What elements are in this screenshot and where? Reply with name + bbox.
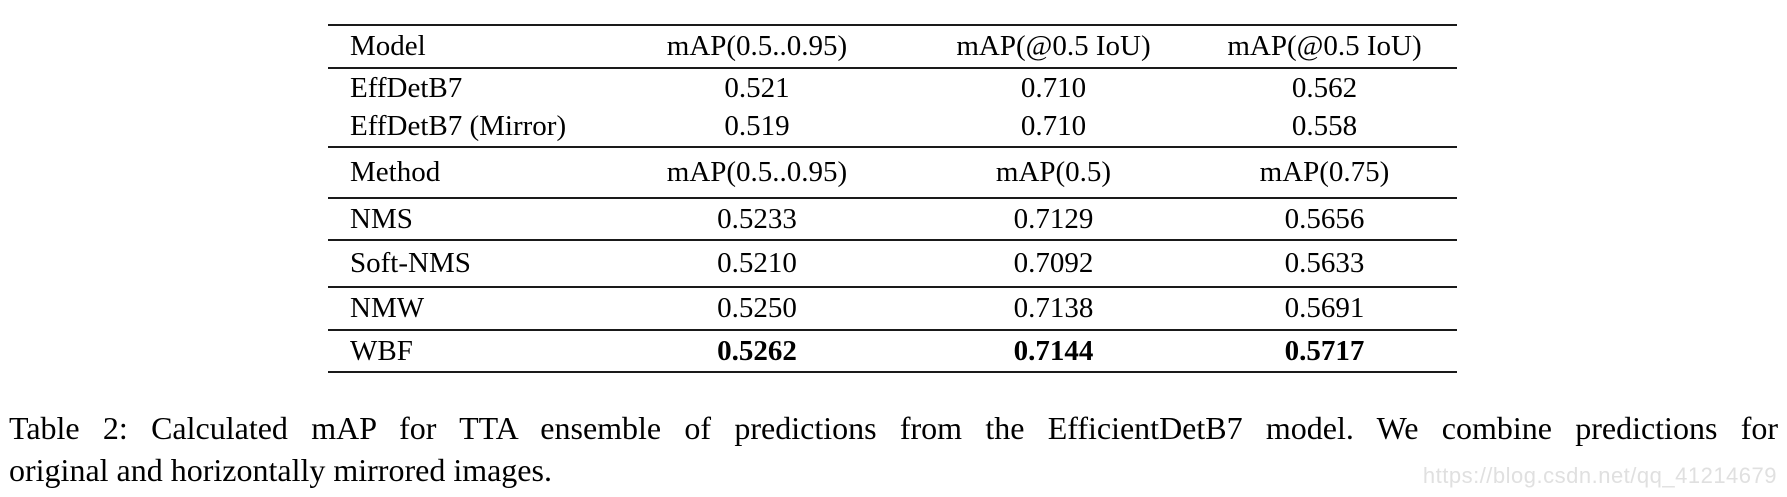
row-label: NMW (350, 292, 425, 324)
value-cell: 0.7092 (1013, 247, 1094, 279)
value-cell: 0.710 (1020, 110, 1087, 142)
value-cell: 0.5633 (1284, 247, 1365, 279)
header-method: Method (350, 156, 441, 188)
results-table: Model mAP(0.5..0.95) mAP(@0.5 IoU) mAP(@… (328, 24, 1457, 373)
header-map-range-2: mAP(0.5..0.95) (666, 156, 848, 188)
header-map-075: mAP(0.75) (1259, 156, 1390, 188)
value-cell: 0.5233 (717, 202, 797, 235)
table-row-nms: NMS 0.5233 0.7129 0.5656 (328, 198, 1457, 240)
value-cell: 0.710 (1020, 71, 1087, 104)
header-map-05: mAP(0.5) (995, 156, 1112, 188)
header-map-05-iou: mAP(@0.5 IoU) (956, 30, 1151, 62)
value-cell: 0.521 (724, 71, 790, 104)
value-cell: 0.7138 (1013, 292, 1094, 324)
value-cell: 0.562 (1291, 71, 1358, 104)
value-cell: 0.7144 (1013, 334, 1094, 367)
csdn-watermark: https://blog.csdn.net/qq_41214679 (1422, 463, 1777, 488)
row-label: EffDetB7 (350, 71, 463, 104)
value-cell: 0.5262 (717, 334, 797, 367)
value-cell: 0.5250 (717, 292, 797, 324)
results-table-container: Model mAP(0.5..0.95) mAP(@0.5 IoU) mAP(@… (328, 24, 1457, 373)
value-cell: 0.5210 (717, 247, 797, 279)
row-label: NMS (350, 202, 413, 235)
table-row-effdetb7-mirror: EffDetB7 (Mirror) 0.519 0.710 0.558 (328, 107, 1457, 147)
value-cell: 0.519 (724, 110, 790, 142)
caption-line-2: original and horizontally mirrored image… (9, 452, 552, 488)
table-row-soft-nms: Soft-NMS 0.5210 0.7092 0.5633 (328, 240, 1457, 287)
value-cell: 0.558 (1291, 110, 1358, 142)
table-row-wbf: WBF 0.5262 0.7144 0.5717 (328, 330, 1457, 372)
value-cell: 0.5717 (1284, 334, 1365, 367)
value-cell: 0.7129 (1013, 202, 1094, 235)
row-label: WBF (350, 334, 413, 367)
model-header-row: Model mAP(0.5..0.95) mAP(@0.5 IoU) mAP(@… (328, 25, 1457, 68)
value-cell: 0.5656 (1284, 202, 1365, 235)
method-header-row: Method mAP(0.5..0.95) mAP(0.5) mAP(0.75) (328, 147, 1457, 198)
row-label: Soft-NMS (350, 247, 471, 279)
caption-line-1: Table 2: Calculated mAP for TTA ensemble… (9, 410, 1778, 446)
table-caption: Table 2: Calculated mAP for TTA ensemble… (9, 407, 1778, 491)
value-cell: 0.5691 (1284, 292, 1365, 324)
table-row-nmw: NMW 0.5250 0.7138 0.5691 (328, 287, 1457, 330)
header-map-05-iou-2: mAP(@0.5 IoU) (1227, 30, 1422, 62)
row-label: EffDetB7 (Mirror) (350, 110, 567, 142)
table-row-effdetb7: EffDetB7 0.521 0.710 0.562 (328, 68, 1457, 107)
header-map-range: mAP(0.5..0.95) (666, 30, 848, 62)
header-model: Model (350, 30, 426, 62)
